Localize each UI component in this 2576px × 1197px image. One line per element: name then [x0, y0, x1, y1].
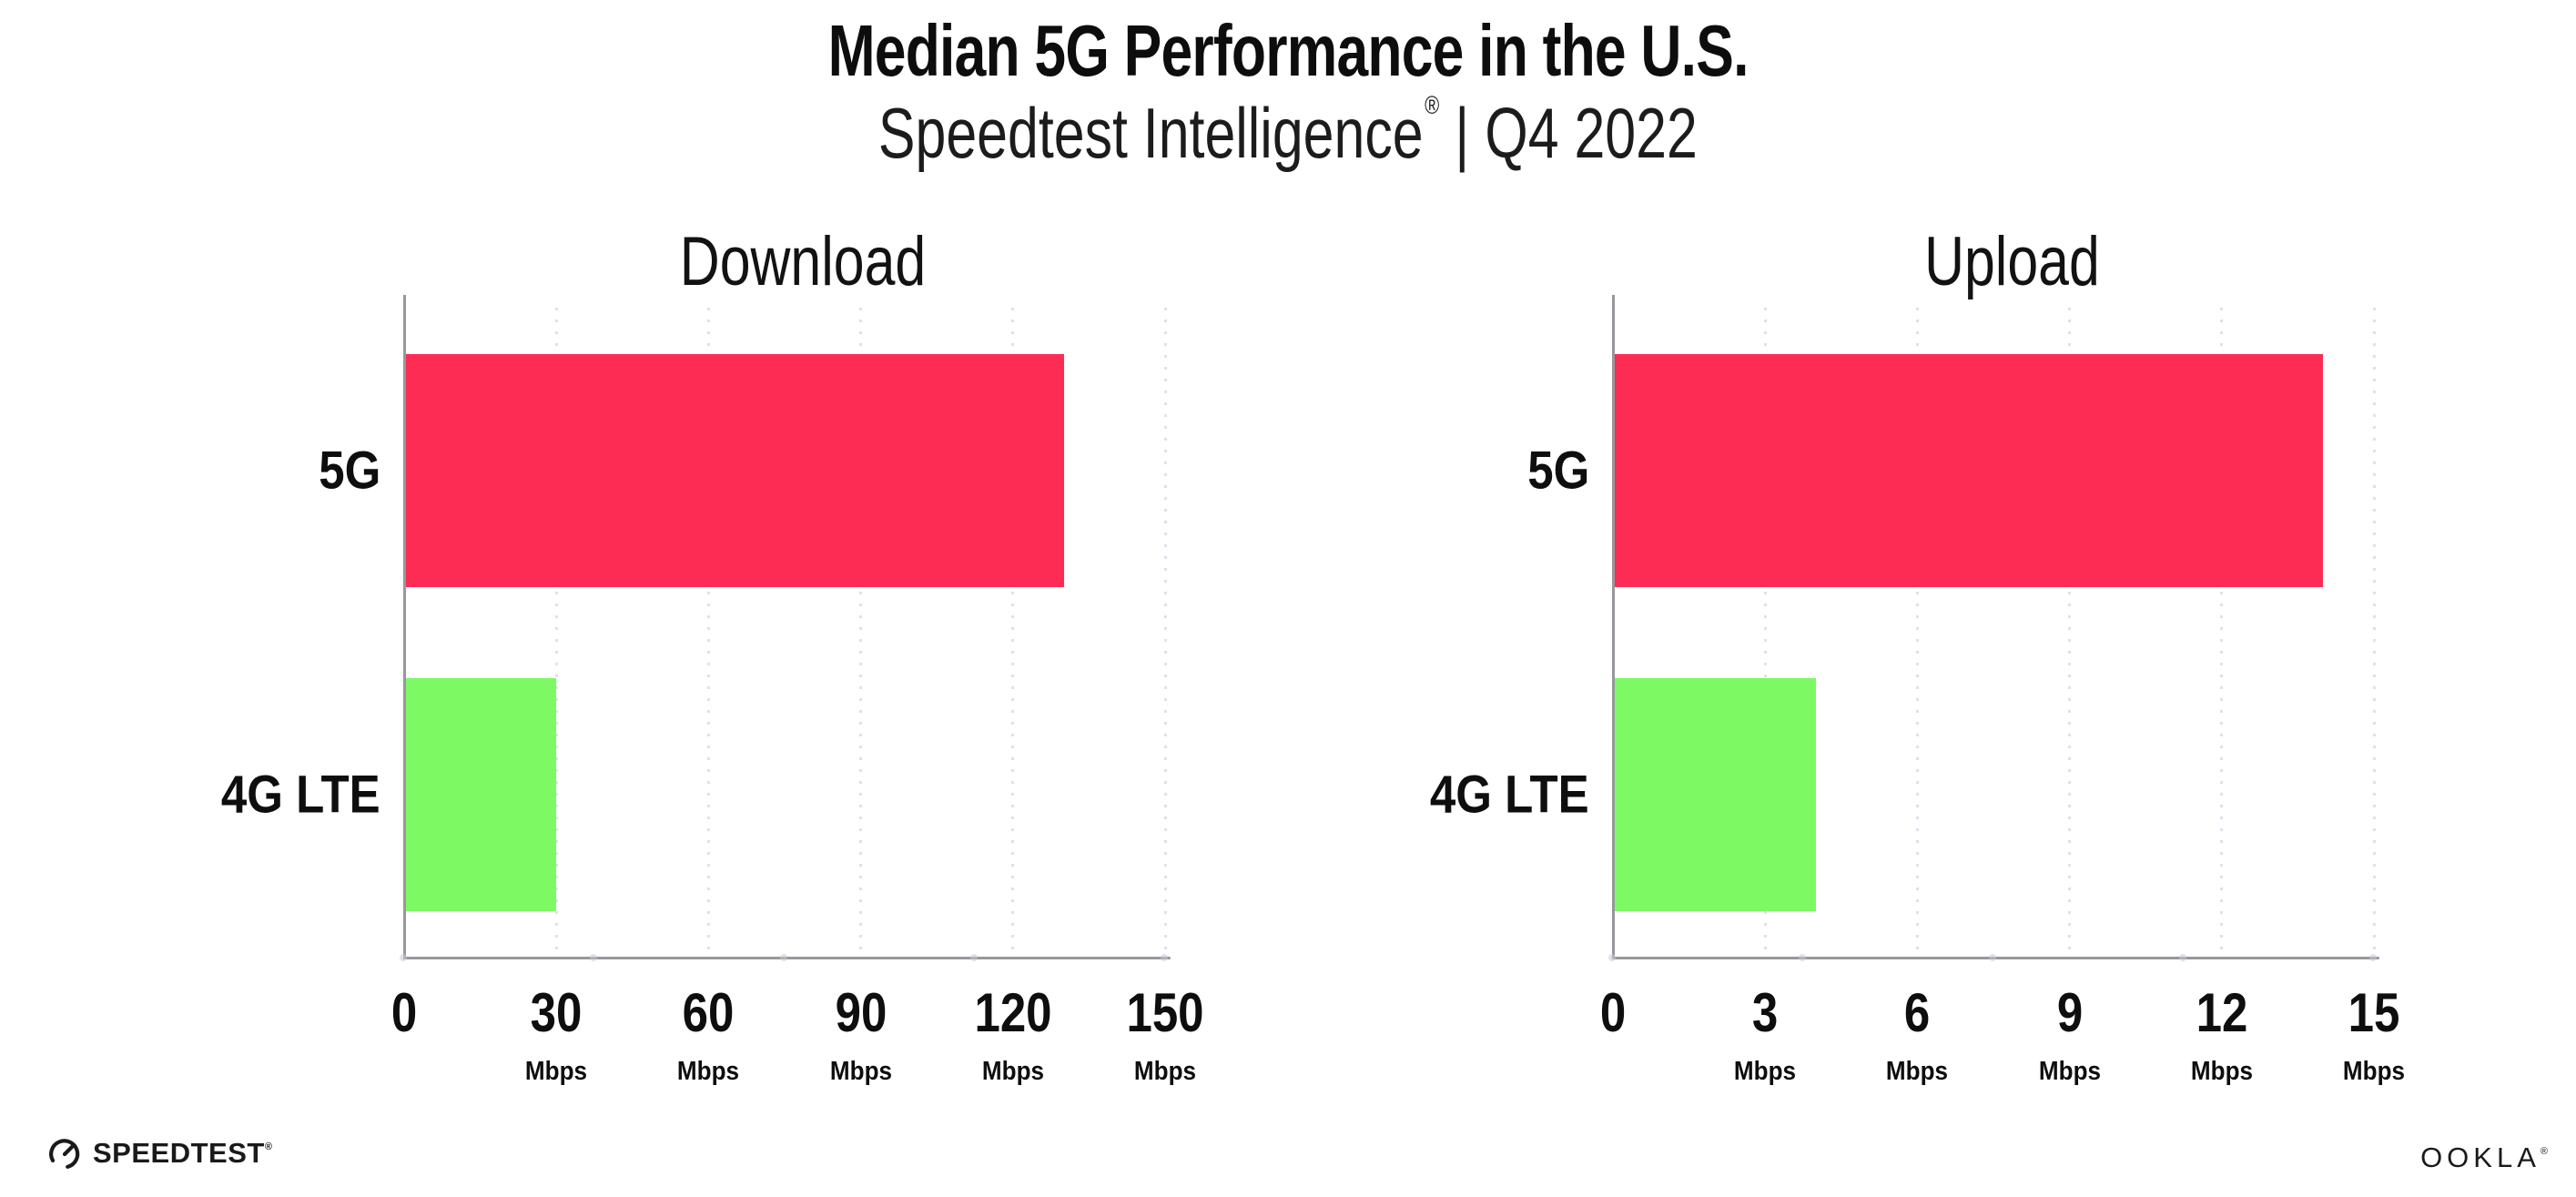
axis-tick-dot: [1608, 954, 1616, 961]
page-subtitle: Speedtest Intelligence® | Q4 2022: [0, 91, 2576, 175]
plot-area: [400, 295, 1171, 961]
x-tick: 12 Mbps: [2187, 981, 2257, 1087]
category-label-4g-lte: 4G LTE: [1430, 765, 1589, 825]
axis-tick-dot: [590, 954, 597, 961]
x-tick-unit-label: Mbps: [677, 1057, 740, 1086]
subtitle-period: Q4 2022: [1485, 93, 1698, 173]
y-axis-line: [403, 295, 406, 959]
ookla-logo: OOKLA®: [2420, 1141, 2552, 1174]
category-label-5g: 5G: [318, 441, 380, 501]
gridline: [706, 308, 710, 959]
axis-tick-dot: [1799, 954, 1806, 961]
x-tick: 60 Mbps: [674, 981, 744, 1087]
x-tick: 3 Mbps: [1730, 981, 1800, 1087]
x-axis-ticks: 0 3 Mbps 6 Mbps 9 Mbps 12 Mbps 15 Mbps: [1600, 981, 2405, 1109]
bar-4g-lte: [1613, 678, 1816, 911]
ookla-registered-mark: ®: [2540, 1146, 2552, 1157]
bar-5g: [404, 354, 1064, 587]
x-tick: 90 Mbps: [827, 981, 896, 1087]
x-tick-unit-label: Mbps: [525, 1057, 588, 1086]
gridline: [1763, 308, 1767, 959]
gridline: [2372, 308, 2376, 959]
category-label-5g: 5G: [1526, 441, 1589, 501]
download-chart-title: Download: [679, 223, 927, 300]
gridline: [2220, 308, 2224, 959]
x-tick-label: 120: [974, 982, 1052, 1043]
page-title: Median 5G Performance in the U.S.: [0, 9, 2576, 93]
x-tick: 120 Mbps: [968, 981, 1059, 1087]
axis-tick-dot: [1989, 954, 1996, 961]
speedtest-registered-mark: ®: [264, 1141, 273, 1152]
speedtest-gauge-icon: [49, 1139, 80, 1169]
axis-tick-dot: [400, 954, 407, 961]
gridline: [554, 308, 558, 959]
gridline: [2068, 308, 2072, 959]
speedtest-logo-text: SPEEDTEST: [93, 1137, 265, 1169]
gridline: [1011, 308, 1015, 959]
registered-mark: ®: [1425, 91, 1440, 119]
x-tick-unit-label: Mbps: [2342, 1057, 2406, 1086]
plot-area: [1608, 295, 2379, 961]
ookla-logo-text: OOKLA: [2420, 1141, 2541, 1173]
x-tick-label: 9: [2056, 982, 2083, 1043]
page-title-text: Median 5G Performance in the U.S.: [827, 10, 1749, 91]
x-tick-label: 6: [1904, 982, 1931, 1043]
x-axis-line: [400, 954, 1171, 961]
x-tick-unit-label: Mbps: [829, 1057, 892, 1086]
x-axis-ticks: 0 30 Mbps 60 Mbps 90 Mbps 120 Mbps 150 Mbps: [391, 981, 1204, 1109]
speedtest-logo: SPEEDTEST®: [47, 1136, 272, 1171]
y-axis-line: [1612, 295, 1615, 959]
x-tick: 0: [389, 981, 419, 1044]
x-tick: 15 Mbps: [2339, 981, 2409, 1087]
axis-tick-dot: [970, 954, 978, 961]
x-tick-label: 0: [390, 982, 418, 1043]
x-tick-label: 12: [2196, 982, 2248, 1043]
x-tick-label: 90: [835, 982, 887, 1043]
x-tick-label: 3: [1752, 982, 1779, 1043]
x-tick-unit-label: Mbps: [1886, 1057, 1949, 1086]
x-tick-unit-label: Mbps: [1133, 1057, 1197, 1086]
upload-chart-title: Upload: [1923, 223, 2100, 300]
x-tick-label: 15: [2348, 982, 2400, 1043]
x-tick-label: 30: [530, 982, 583, 1043]
x-tick: 30 Mbps: [522, 981, 591, 1087]
bar-5g: [1613, 354, 2324, 587]
x-tick-unit-label: Mbps: [981, 1057, 1044, 1086]
x-tick-unit-label: Mbps: [1734, 1057, 1797, 1086]
bar-4g-lte: [404, 678, 557, 911]
axis-tick-dot: [2179, 954, 2186, 961]
category-label-4g-lte: 4G LTE: [221, 765, 380, 825]
gridline: [859, 308, 863, 959]
subtitle-separator: |: [1455, 93, 1470, 173]
axis-tick-dot: [2369, 954, 2377, 961]
x-tick: 6 Mbps: [1883, 981, 1952, 1087]
x-tick: 0: [1597, 981, 1628, 1044]
x-tick-unit-label: Mbps: [2038, 1057, 2101, 1086]
x-tick-unit-label: Mbps: [2190, 1057, 2253, 1086]
x-axis-line: [1608, 954, 2379, 961]
x-tick-label: 0: [1599, 982, 1627, 1043]
x-tick-label: 60: [683, 982, 735, 1043]
gridline: [1915, 308, 1919, 959]
subtitle-brand: Speedtest Intelligence: [878, 93, 1424, 173]
axis-tick-dot: [1161, 954, 1168, 961]
x-tick: 150 Mbps: [1120, 981, 1211, 1087]
x-tick-label: 150: [1126, 982, 1204, 1043]
gridline: [1163, 308, 1167, 959]
axis-tick-dot: [780, 954, 787, 961]
x-tick: 9 Mbps: [2035, 981, 2104, 1087]
